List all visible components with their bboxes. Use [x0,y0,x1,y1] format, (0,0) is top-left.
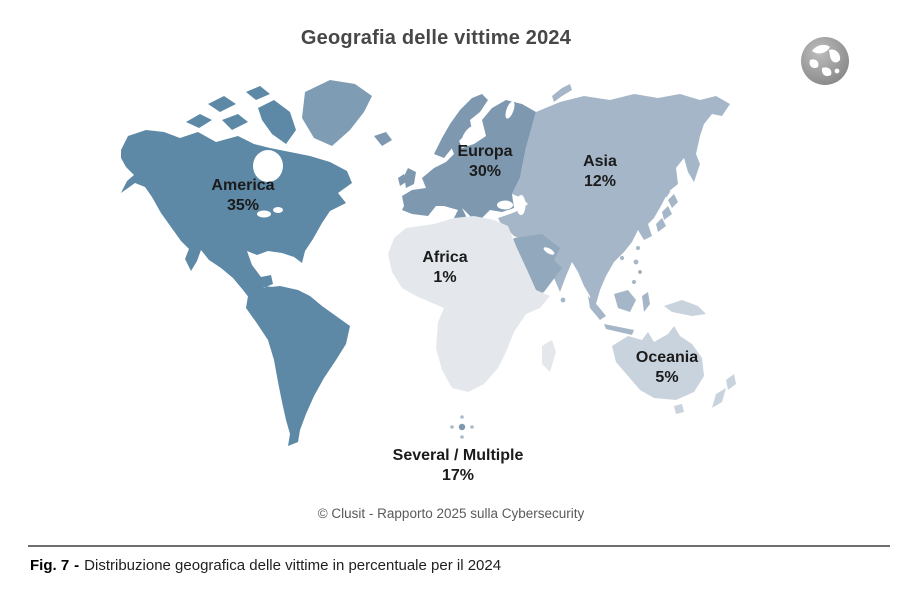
landmass-japan-2 [662,206,672,220]
region-value-oceania: 5% [655,369,679,386]
landmass-africa [388,216,550,392]
region-label-asia: Asia 12% [583,152,617,192]
dots-cluster-north [460,415,464,419]
landmass-baffin-island [258,100,296,144]
continent-africa [388,216,556,392]
baltic-sea [462,126,474,142]
black-sea [497,200,513,210]
landmass-asia-mainland [498,94,730,316]
region-label-africa: Africa 1% [422,248,467,288]
region-label-several-multiple: Several / Multiple 17% [393,446,524,486]
landmass-iceland [374,132,392,146]
region-value-europa: 30% [468,163,502,180]
landmass-japan-1 [668,194,678,208]
landmass-north-america [121,130,352,299]
landmass-novaya-zemlya [552,84,572,102]
region-name-africa: Africa [422,249,468,266]
globe-land-1 [812,44,830,54]
region-greenland [302,80,372,146]
source-credit: © Clusit - Rapporto 2025 sulla Cybersecu… [317,506,585,521]
dots-cluster-west [450,425,454,429]
globe-land-2 [829,49,841,63]
region-name-asia: Asia [583,153,617,170]
landmass-sri-lanka [560,297,566,303]
region-label-america: America 35% [211,176,274,216]
landmass-australia [612,326,704,400]
region-name-oceania: Oceania [635,349,699,366]
landmass-taiwan [636,246,640,250]
landmass-java [604,324,634,335]
landmass-europe-mainland [402,100,536,230]
landmass-south-america [246,286,350,446]
caption-divider [28,545,890,547]
region-name-several-multiple: Several / Multiple [392,447,524,464]
globe-icon [798,34,852,88]
landmass-new-zealand-north [726,374,736,390]
landmass-borneo [614,290,636,312]
landmass-sulawesi [642,292,650,312]
landmass-scandinavia [434,94,488,158]
region-label-europa: Europa 30% [457,142,512,182]
dots-cluster-center [458,423,466,431]
region-name-america: America [211,177,275,194]
dots-cluster-east [470,425,474,429]
continent-america [121,86,352,446]
landmass-ireland [398,174,406,186]
caspian-sea [516,195,526,215]
region-value-america: 35% [226,197,260,214]
figure-caption-text: Distribuzione geografica delle vittime i… [84,557,502,574]
region-value-asia: 12% [583,173,617,190]
continent-europe [374,94,536,230]
landmass-hainan [620,256,624,260]
figure-caption: Fig. 7- Distribuzione geografica delle vi… [30,557,501,574]
figure-caption-separator: - [74,557,80,574]
great-lakes-1 [257,210,271,218]
figure-caption-prefix: Fig. 7 [30,557,70,574]
dots-cluster-icon [450,415,474,439]
landmass-sumatra [588,296,606,320]
globe-land-5 [834,68,840,74]
continent-asia [498,84,730,335]
white-sea [505,101,515,119]
landmass-new-guinea [664,300,706,316]
hudson-bay [253,150,283,182]
landmass-philippines-2 [638,270,642,274]
landmass-philippines-3 [632,280,636,284]
globe-land-4 [821,67,832,77]
region-name-europa: Europa [457,143,513,160]
landmass-greenland [302,80,372,146]
globe-land-3 [809,59,819,69]
landmass-arctic-island-2 [208,96,236,112]
continent-oceania [612,300,736,414]
dots-cluster-south [460,435,464,439]
region-value-several-multiple: 17% [441,467,475,484]
landmass-arctic-island-1 [186,114,212,128]
great-lakes-2 [273,207,283,213]
landmass-arctic-island-4 [222,114,248,130]
landmass-japan-3 [656,218,666,232]
landmass-great-britain [404,168,416,188]
landmass-arctic-island-3 [246,86,270,100]
landmass-tasmania [674,404,684,414]
landmass-sakhalin [664,180,670,198]
region-label-oceania: Oceania 5% [636,348,698,388]
region-value-africa: 1% [433,269,457,286]
chart-title: Geografia delle vittime 2024 [300,27,572,49]
persian-gulf [543,247,555,255]
water-cutouts [253,101,555,255]
landmass-philippines-1 [633,259,639,265]
landmass-madagascar [542,340,556,372]
globe-icon-svg [801,37,849,85]
landmass-new-zealand-south [712,388,726,408]
